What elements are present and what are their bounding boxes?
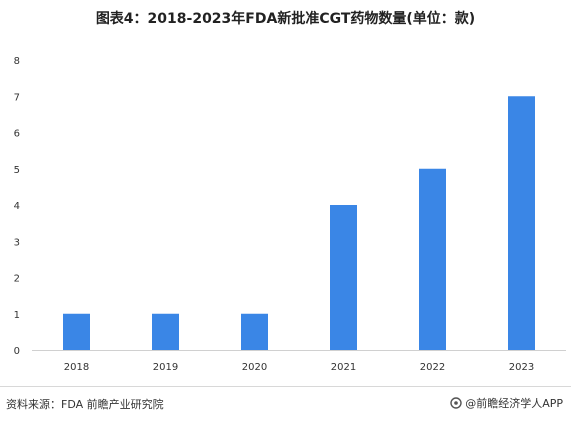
source-note: 资料来源：FDA 前瞻产业研究院 — [6, 398, 164, 411]
x-tick-label: 2022 — [420, 362, 445, 373]
y-tick-label: 8 — [14, 56, 20, 67]
x-tick-label: 2023 — [509, 362, 534, 373]
y-tick-label: 2 — [14, 274, 20, 285]
y-tick-label: 1 — [14, 310, 20, 321]
x-tick-label: 2020 — [242, 362, 267, 373]
bars — [63, 96, 535, 350]
qianzhan-logo-icon — [450, 397, 462, 409]
y-axis-ticks: 0 1 2 3 4 5 6 7 8 — [14, 56, 20, 357]
brand-text: @前瞻经济学人APP — [465, 397, 563, 410]
y-tick-label: 4 — [14, 201, 20, 212]
y-tick-label: 7 — [14, 92, 20, 103]
bar-2021 — [330, 205, 357, 350]
bar-chart: 0 1 2 3 4 5 6 7 8 2018 2019 2020 2021 2022 2023 — [14, 56, 566, 373]
x-tick-label: 2018 — [64, 362, 89, 373]
brand-credit: @前瞻经济学人APP — [450, 395, 563, 411]
bar-2020 — [241, 313, 268, 350]
x-tick-label: 2019 — [153, 362, 178, 373]
bar-2022 — [419, 168, 446, 350]
footer-divider — [0, 386, 571, 387]
y-tick-label: 0 — [14, 346, 20, 357]
chart-title: 图表4：2018-2023年FDA新批准CGT药物数量(单位：款) — [95, 11, 476, 27]
x-tick-label: 2021 — [331, 362, 356, 373]
bar-2023 — [508, 96, 535, 350]
y-tick-label: 5 — [14, 165, 20, 176]
bar-2019 — [152, 313, 179, 350]
x-axis-ticks: 2018 2019 2020 2021 2022 2023 — [64, 362, 534, 373]
bar-2018 — [63, 313, 90, 350]
y-tick-label: 3 — [14, 237, 20, 248]
y-tick-label: 6 — [14, 129, 20, 140]
